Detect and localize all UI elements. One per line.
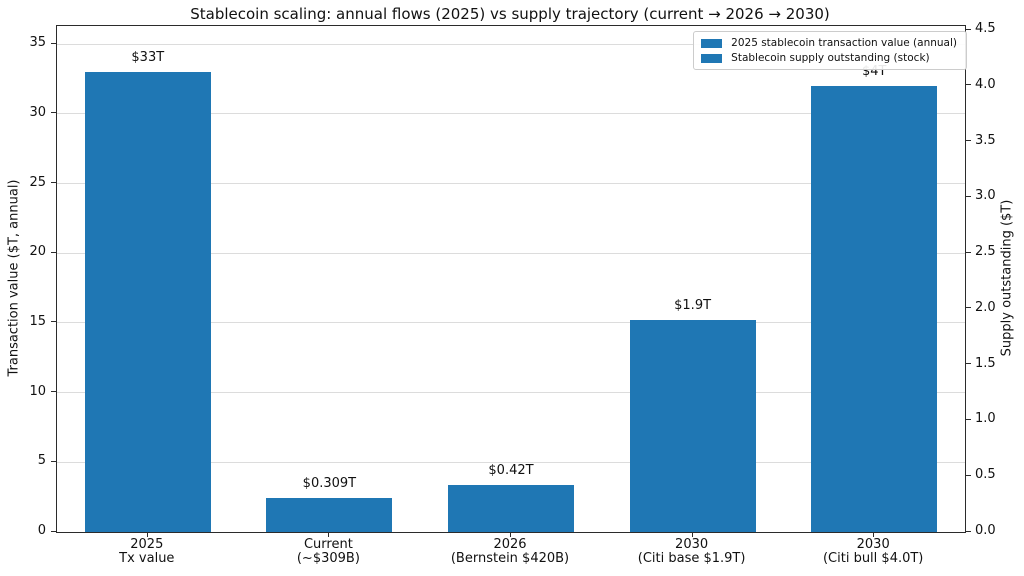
right-axis-tick-mark	[966, 363, 971, 365]
gridline	[57, 392, 965, 394]
bar-value-label: $1.9T	[674, 298, 712, 314]
right-axis-tick-label: 2.5	[975, 244, 996, 260]
legend-entry-label: Stablecoin supply outstanding (stock)	[731, 52, 930, 64]
left-axis-tick-label: 5	[37, 453, 46, 469]
right-axis-tick-label: 4.0	[975, 76, 996, 92]
bar	[629, 320, 756, 532]
bar	[266, 497, 393, 532]
right-axis-tick-label: 0.5	[975, 467, 996, 483]
gridline	[57, 183, 965, 184]
right-axis-tick-mark	[966, 530, 971, 532]
left-axis-tick-mark	[51, 42, 56, 44]
bar	[811, 85, 938, 532]
left-axis-tick-label: 0	[37, 523, 46, 538]
legend-swatch-icon	[701, 38, 723, 48]
x-axis-tick-label: 2030 (Citi bull $4.0T)	[822, 537, 924, 566]
gridline	[57, 43, 965, 45]
right-axis-tick-label: 1.0	[975, 411, 996, 427]
right-axis-tick-mark	[966, 307, 971, 309]
right-axis-tick-mark	[966, 28, 971, 30]
left-axis-tick-mark	[51, 251, 56, 253]
right-axis-tick-label: 1.5	[975, 355, 996, 371]
right-axis-tick-mark	[966, 84, 971, 86]
right-axis-tick-label: 0.0	[975, 523, 996, 538]
left-axis-tick-mark	[51, 321, 56, 323]
left-axis-tick-label: 15	[29, 313, 46, 329]
right-axis-tick-mark	[966, 251, 971, 253]
x-axis-tick-mark	[510, 532, 511, 537]
bar-value-label: $0.42T	[488, 463, 534, 479]
right-axis-tick-label: 3.0	[975, 188, 996, 204]
x-axis-tick-mark	[146, 532, 148, 537]
bar	[448, 485, 574, 532]
right-axis-tick-mark	[966, 474, 971, 476]
bar-value-label: $33T	[131, 50, 165, 65]
chart-title: Stablecoin scaling: annual flows (2025) …	[190, 5, 830, 23]
legend: 2025 stablecoin transaction value (annua…	[693, 31, 967, 70]
bar	[84, 72, 211, 532]
legend-row: 2025 stablecoin transaction value (annua…	[701, 37, 957, 49]
right-axis-tick-mark	[966, 140, 971, 142]
x-axis-tick-mark	[328, 532, 330, 537]
bar-value-label: $0.309T	[302, 475, 357, 491]
left-axis-tick-label: 20	[29, 244, 46, 260]
gridline	[57, 252, 965, 254]
gridline	[57, 461, 965, 463]
right-axis-tick-label: 2.0	[975, 299, 996, 315]
legend-swatch-icon	[701, 53, 723, 63]
legend-row: Stablecoin supply outstanding (stock)	[701, 52, 957, 64]
left-axis-tick-label: 30	[29, 104, 46, 120]
left-axis-tick-mark	[51, 460, 56, 462]
x-axis-tick-label: 2026 (Bernstein $420B)	[450, 537, 570, 566]
gridline	[57, 322, 965, 324]
left-axis-tick-label: 25	[29, 174, 46, 190]
x-axis-tick-mark	[873, 532, 875, 537]
left-axis-tick-label: 35	[29, 35, 46, 51]
legend-entry-label: 2025 stablecoin transaction value (annua…	[731, 37, 957, 49]
plot-area: $33T $0.309T $0.42T $1.9T $4T	[56, 25, 966, 533]
left-axis-tick-mark	[51, 391, 56, 393]
left-axis-tick-mark	[51, 530, 56, 532]
left-axis-tick-mark	[51, 112, 56, 114]
left-axis-tick-mark	[51, 182, 56, 183]
gridline	[57, 113, 965, 115]
x-axis-tick-mark	[691, 532, 693, 537]
right-axis-tick-mark	[966, 418, 971, 420]
right-axis-tick-label: 3.5	[975, 132, 996, 148]
x-axis-tick-label: 2030 (Citi base $1.9T)	[637, 537, 746, 566]
x-axis-tick-label: Current (~$309B)	[296, 537, 360, 566]
x-axis-tick-label: 2025 Tx value	[119, 537, 175, 566]
left-axis-tick-label: 10	[29, 383, 46, 399]
right-axis-tick-label: 4.5	[975, 21, 996, 37]
right-axis-tick-mark	[966, 195, 971, 197]
